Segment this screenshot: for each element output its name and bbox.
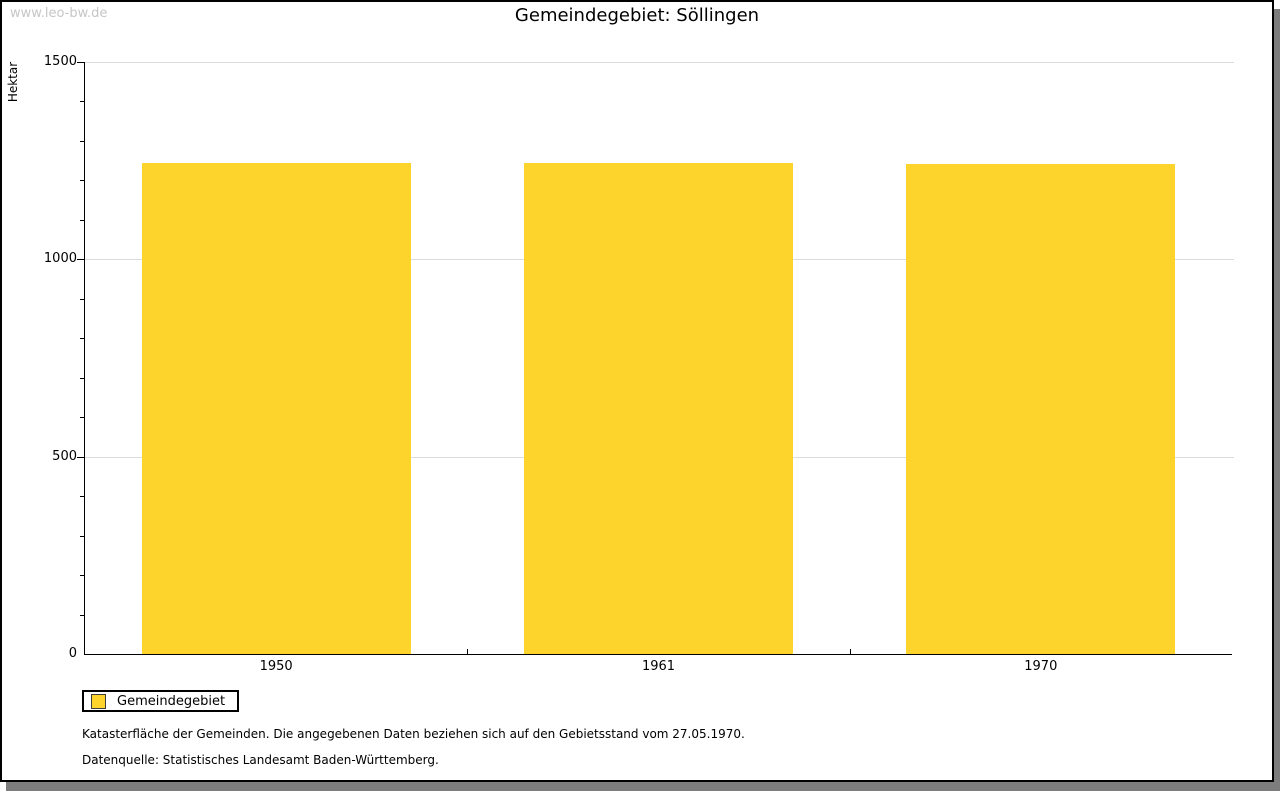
footnote-data-source: Datenquelle: Statistisches Landesamt Bad… bbox=[82, 753, 439, 767]
plot-area: 0 500 1000 1500 1950 1961 1970 bbox=[44, 54, 1234, 674]
y-axis-tick-1400 bbox=[80, 101, 84, 103]
chart-title: Gemeindegebiet: Söllingen bbox=[514, 5, 760, 26]
y-axis-tick-1000 bbox=[77, 259, 84, 261]
x-axis-label-1950: 1950 bbox=[259, 659, 293, 674]
x-axis-tick bbox=[467, 649, 469, 654]
bar-1950 bbox=[141, 162, 411, 654]
y-axis-label-0: 0 bbox=[68, 646, 77, 661]
y-axis-tick-500 bbox=[77, 456, 84, 458]
y-axis-tick-300 bbox=[80, 535, 84, 537]
y-axis-tick-100 bbox=[80, 614, 84, 616]
gridline-1500 bbox=[85, 62, 1234, 63]
y-axis-tick-1200 bbox=[80, 180, 84, 182]
legend-swatch bbox=[91, 693, 106, 709]
y-axis-title: Hektar bbox=[6, 61, 20, 103]
x-axis-label-1961: 1961 bbox=[641, 659, 676, 674]
y-axis-tick-1100 bbox=[80, 219, 84, 221]
y-axis-tick-200 bbox=[80, 575, 84, 577]
y-axis-tick-800 bbox=[80, 338, 84, 340]
watermark: www.leo-bw.de bbox=[10, 6, 108, 21]
y-axis-tick-700 bbox=[80, 377, 84, 379]
y-axis-tick-600 bbox=[80, 417, 84, 419]
y-axis-label-500: 500 bbox=[52, 448, 77, 464]
legend-label: Gemeindegebiet bbox=[117, 693, 226, 709]
y-axis-label-1000: 1000 bbox=[43, 251, 77, 267]
y-axis-tick-400 bbox=[80, 496, 84, 498]
y-axis-tick-1500 bbox=[77, 62, 84, 63]
bar-1970 bbox=[906, 164, 1176, 654]
x-axis-label-1970: 1970 bbox=[1024, 659, 1058, 674]
legend: Gemeindegebiet bbox=[82, 690, 240, 712]
x-axis-tick bbox=[849, 649, 851, 654]
footnote-source-note: Katasterfläche der Gemeinden. Die angege… bbox=[82, 727, 745, 741]
y-axis-label-1500: 1500 bbox=[43, 54, 77, 69]
y-axis-tick-1300 bbox=[80, 140, 84, 142]
y-axis-tick-900 bbox=[80, 298, 84, 300]
bar-1961 bbox=[524, 163, 793, 654]
